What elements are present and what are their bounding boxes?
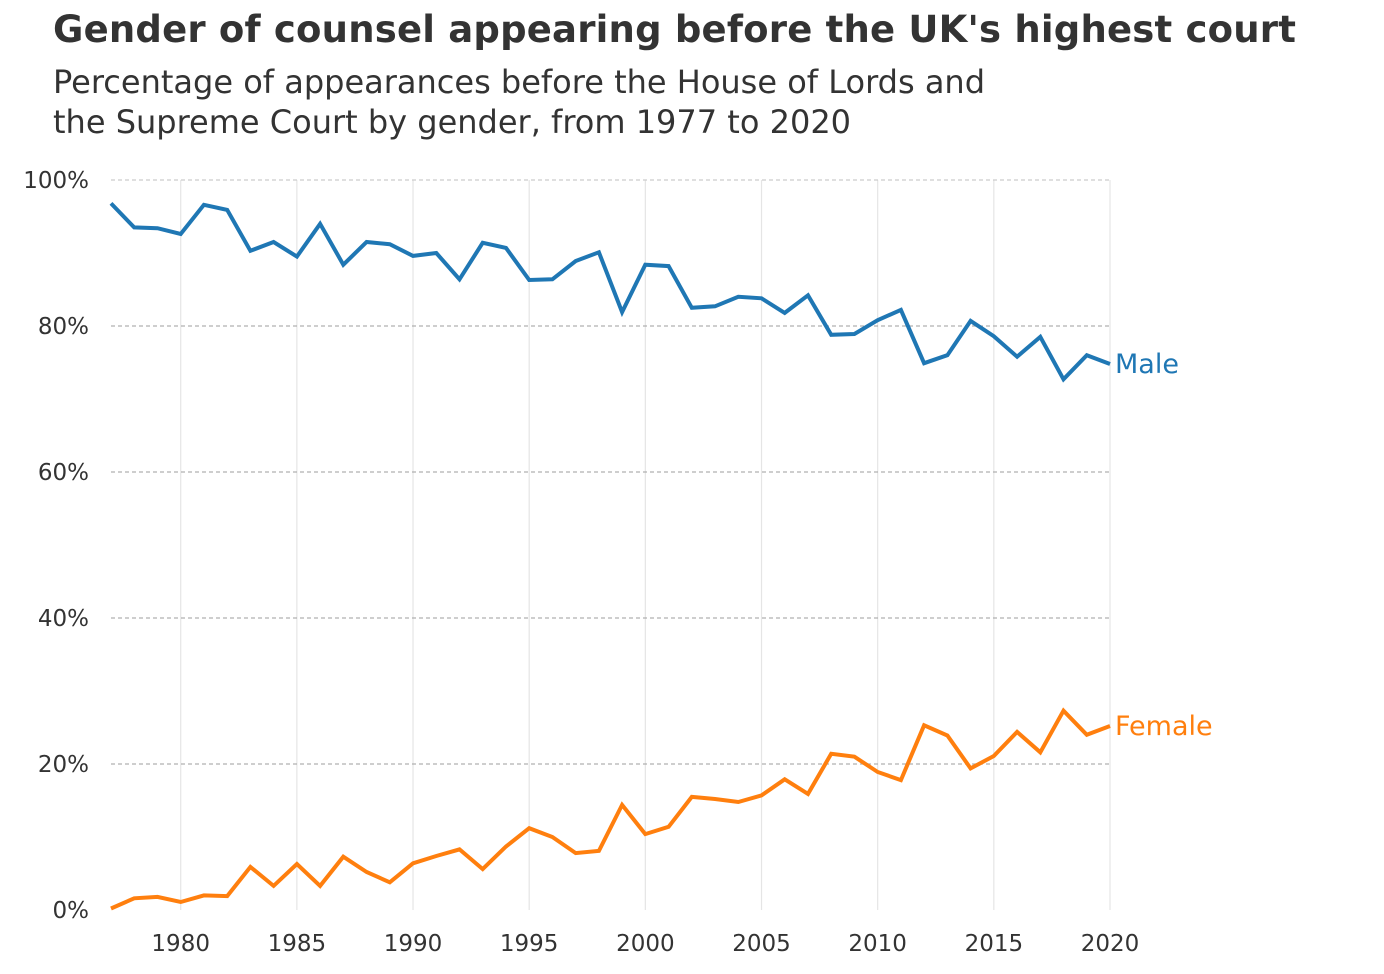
series-lines	[109, 202, 1111, 911]
y-tick-label: 60%	[38, 460, 89, 486]
y-tick-label: 40%	[38, 606, 89, 632]
vertical-gridlines	[180, 180, 1111, 910]
subtitle-line-2: the Supreme Court by gender, from 1977 t…	[53, 103, 852, 141]
x-tick-label: 1980	[151, 931, 210, 957]
x-tick-label: 2005	[732, 931, 791, 957]
subtitle-line-1: Percentage of appearances before the Hou…	[53, 63, 986, 101]
x-tick-label: 2020	[1081, 931, 1140, 957]
x-tick-label: 2010	[848, 931, 907, 957]
x-tick-label: 1985	[268, 931, 327, 957]
series-labels: Male Female	[1115, 349, 1213, 742]
x-tick-label: 2000	[616, 931, 675, 957]
x-tick-label: 1990	[384, 931, 443, 957]
y-tick-label: 80%	[38, 314, 89, 340]
female-series-line	[110, 707, 1111, 911]
male-series-label: Male	[1115, 349, 1179, 380]
x-tick-label: 2015	[965, 931, 1024, 957]
y-tick-label: 20%	[38, 752, 89, 778]
male-series-line	[109, 202, 1111, 383]
y-tick-label: 0%	[53, 898, 90, 924]
y-axis-tick-labels: 0% 20% 40% 60% 80% 100%	[23, 168, 89, 924]
x-axis-tick-labels: 1980 1985 1990 1995 2000 2005 2010 2015 2020	[151, 931, 1139, 957]
chart-subtitle: Percentage of appearances before the Hou…	[53, 62, 985, 142]
horizontal-gridlines	[111, 179, 1110, 765]
y-tick-label: 100%	[23, 168, 89, 194]
female-series-label: Female	[1115, 711, 1213, 742]
x-tick-label: 1995	[500, 931, 559, 957]
chart-title: Gender of counsel appearing before the U…	[53, 8, 1297, 51]
